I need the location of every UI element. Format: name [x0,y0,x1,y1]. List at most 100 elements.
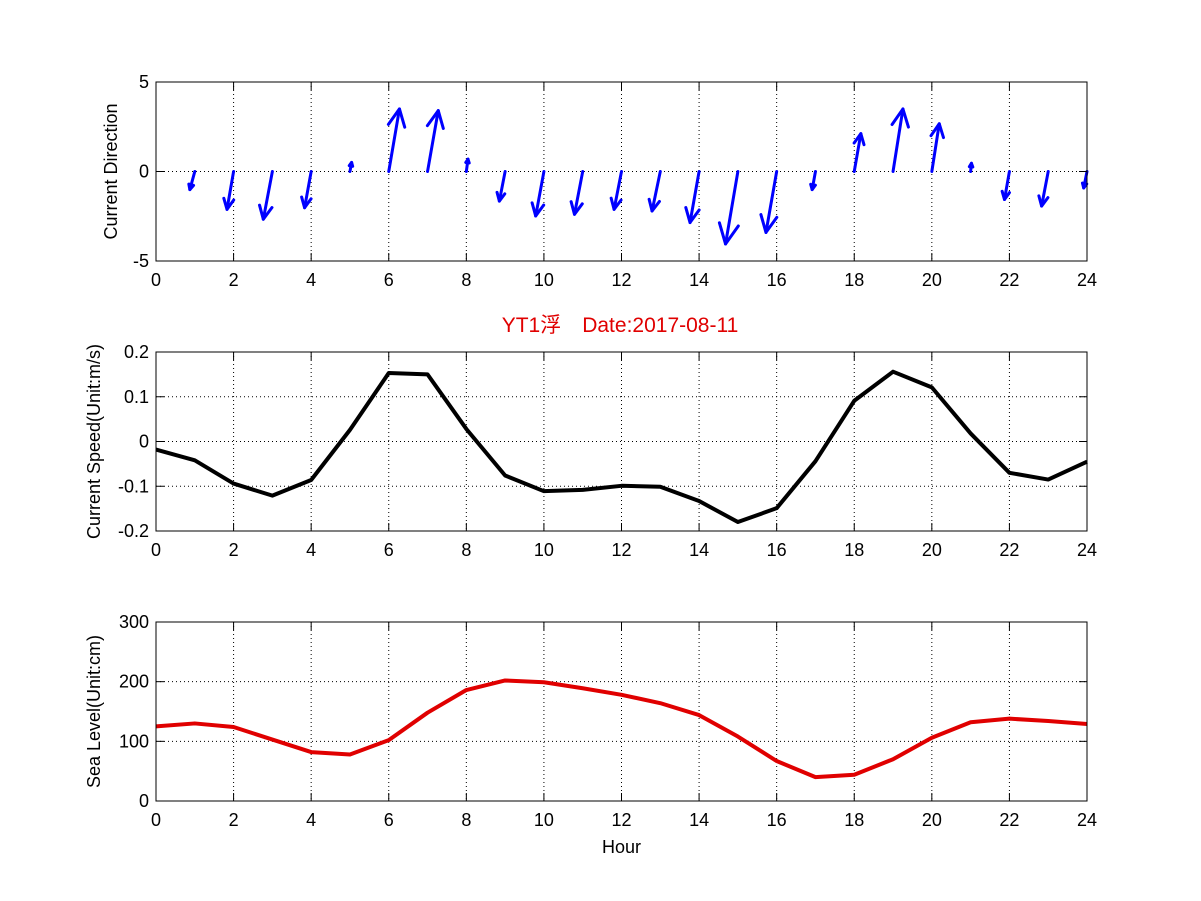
arrow-shaft [426,109,440,173]
arrow-head [222,196,236,211]
x-tick-label: 2 [229,270,239,290]
arrow-shaft [650,170,662,213]
current-vector-arrow [300,170,313,210]
x-tick-label: 4 [306,270,316,290]
current-vector-arrow [967,161,975,173]
x-tick-label: 20 [922,540,942,560]
current-vector-arrow [809,170,817,192]
x-tick-label: 20 [922,810,942,830]
arrow-shaft [572,170,585,216]
arrow-shaft [688,170,701,225]
arrow-head [425,109,445,130]
current-vector-arrow [929,122,945,173]
arrow-shaft [534,170,546,218]
x-tick-label: 14 [689,540,709,560]
sea-level-x-axis-label: Hour [602,837,641,857]
arrow-head [1000,189,1011,201]
x-tick-label: 8 [461,540,471,560]
current-vector-arrow [1080,170,1089,190]
arrow-shaft [612,170,623,211]
current-vector-arrow [759,170,779,234]
x-tick-label: 0 [151,270,161,290]
x-tick-label: 0 [151,540,161,560]
x-tick-label: 14 [689,810,709,830]
x-tick-label: 10 [534,810,554,830]
current-vector-arrow [258,170,274,221]
x-tick-label: 8 [461,810,471,830]
arrow-shaft [225,170,236,211]
x-tick-label: 6 [384,810,394,830]
arrow-head [300,195,313,210]
x-tick-label: 24 [1077,810,1097,830]
arrow-head [569,200,584,216]
x-tick-label: 12 [611,540,631,560]
arrow-head [495,190,507,203]
arrow-head [809,182,817,192]
current-speed-y-axis-label: Current Speed(Unit:m/s) [84,344,104,539]
current-vector-arrow [530,170,546,218]
arrow-shaft [852,132,863,173]
sea-level-y-axis-label: Sea Level(Unit:cm) [84,635,104,788]
arrow-head [647,197,661,213]
y-tick-label: 0.1 [124,387,149,407]
x-tick-label: 2 [229,810,239,830]
current-vector-arrow [187,170,197,192]
arrow-shaft [891,107,905,173]
arrow-head [967,161,975,169]
x-tick-label: 16 [767,810,787,830]
current-vector-arrow [717,170,740,246]
current-vector-arrow [1000,170,1011,201]
arrow-head [1037,194,1050,208]
arrow-head [759,213,779,234]
arrow-shaft [1002,170,1011,201]
x-tick-label: 18 [844,810,864,830]
current-speed-grid [156,352,1087,531]
y-tick-label: -0.1 [118,476,149,496]
x-tick-label: 24 [1077,540,1097,560]
current-vector-arrow [609,170,623,211]
x-tick-label: 4 [306,540,316,560]
arrow-head [258,203,274,221]
arrow-shaft [930,122,941,173]
arrow-head [386,107,407,129]
arrow-head [684,206,701,225]
arrow-head [929,122,945,140]
current-vector-arrow [1037,170,1050,208]
arrow-head [464,157,471,165]
y-tick-label: 300 [119,612,149,632]
y-tick-label: 200 [119,672,149,692]
arrow-shaft [303,170,313,210]
x-tick-label: 24 [1077,270,1097,290]
current-vector-arrow [222,170,236,211]
x-tick-label: 8 [461,270,471,290]
sea-level-grid [156,622,1087,801]
x-tick-label: 12 [611,270,631,290]
x-tick-label: 4 [306,810,316,830]
x-tick-label: 10 [534,270,554,290]
x-tick-label: 16 [767,270,787,290]
arrow-head [187,182,196,192]
x-tick-label: 22 [999,270,1019,290]
current-vector-arrow [386,107,407,173]
x-tick-label: 14 [689,270,709,290]
x-tick-label: 10 [534,540,554,560]
current-vector-arrow [464,157,471,173]
x-tick-label: 20 [922,270,942,290]
current-vector-arrow [495,170,507,203]
y-tick-label: 0.2 [124,342,149,362]
x-tick-label: 6 [384,270,394,290]
current-speed-axes: 0 2 4 6 8 10 12 14 16 18 20 22 24-0.2-0.100.10.2Curr… [84,342,1097,560]
x-tick-label: 22 [999,540,1019,560]
arrow-head [1080,181,1089,190]
x-tick-label: 22 [999,810,1019,830]
arrow-shaft [764,170,779,234]
arrow-head [852,132,866,147]
x-tick-label: 18 [844,540,864,560]
current-vector-arrow [347,160,355,173]
x-tick-label: 0 [151,810,161,830]
x-tick-label: 6 [384,540,394,560]
arrow-shaft [387,107,401,173]
arrow-head [530,201,546,218]
